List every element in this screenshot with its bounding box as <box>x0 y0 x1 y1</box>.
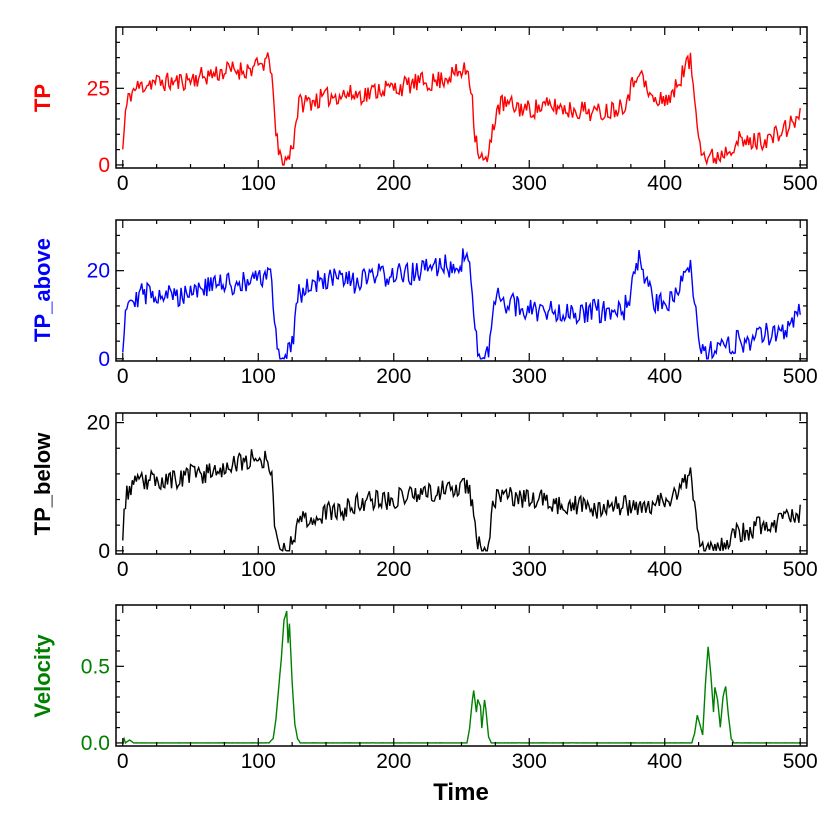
panel-velocity-ticks: 0 100 200 300 400 500 0.0 0.5 <box>81 604 818 773</box>
x-tick-label: 100 <box>241 558 276 581</box>
panel-velocity-ylabel: Velocity <box>30 634 55 718</box>
panel-tp-above-frame <box>115 219 808 362</box>
x-tick-label: 300 <box>512 750 547 773</box>
x-tick-label: 500 <box>783 558 818 581</box>
y-tick-label: 0 <box>98 154 110 177</box>
panel-tp-below-ylabel: TP_below <box>30 432 55 536</box>
x-tick-label: 400 <box>647 558 682 581</box>
y-tick-label: 20 <box>87 260 110 283</box>
x-tick-label: 100 <box>241 365 276 388</box>
y-tick-label: 25 <box>87 77 110 100</box>
panel-tp: 0 100 200 300 400 500 0 25 TP <box>30 26 818 195</box>
panel-velocity: 0 100 200 300 400 500 0.0 0.5 Velocity Time <box>30 604 818 806</box>
panel-tp-line <box>122 52 801 166</box>
panel-velocity-line <box>122 610 801 745</box>
x-tick-label: 0 <box>117 365 129 388</box>
x-tick-label: 200 <box>376 365 411 388</box>
panel-tp-above-ticks: 0 100 200 300 400 500 0 20 <box>87 220 818 388</box>
panel-tp-below-ticks: 0 100 200 300 400 500 0 20 <box>87 412 818 581</box>
panel-tp-below-line <box>122 449 801 552</box>
x-tick-label: 200 <box>376 172 411 195</box>
panel-tp-above: 0 100 200 300 400 500 0 20 TP_above <box>30 219 818 388</box>
x-tick-label: 500 <box>783 750 818 773</box>
x-tick-label: 200 <box>376 558 411 581</box>
x-tick-label: 500 <box>783 365 818 388</box>
x-tick-label: 100 <box>241 750 276 773</box>
panel-tp-ticks: 0 100 200 300 400 500 0 25 <box>87 26 818 195</box>
y-tick-label: 0 <box>98 540 110 563</box>
x-tick-label: 500 <box>783 172 818 195</box>
x-tick-label: 400 <box>647 365 682 388</box>
x-tick-label: 0 <box>117 172 129 195</box>
x-tick-label: 0 <box>117 558 129 581</box>
x-tick-label: 300 <box>512 172 547 195</box>
y-tick-label: 0.0 <box>81 732 110 755</box>
panel-tp-ylabel: TP <box>30 84 55 112</box>
y-tick-label: 0 <box>98 348 110 371</box>
y-tick-label: 0.5 <box>81 655 110 678</box>
y-tick-label: 20 <box>87 412 110 435</box>
x-tick-label: 400 <box>647 750 682 773</box>
x-tick-label: 300 <box>512 365 547 388</box>
panel-tp-frame <box>115 26 808 169</box>
x-tick-label: 100 <box>241 172 276 195</box>
panel-tp-below-frame <box>115 412 808 555</box>
x-tick-label: 300 <box>512 558 547 581</box>
x-tick-label: 200 <box>376 750 411 773</box>
x-tick-label: 400 <box>647 172 682 195</box>
panel-tp-below: 0 100 200 300 400 500 0 20 TP_below <box>30 412 818 581</box>
x-tick-label: 0 <box>117 750 129 773</box>
panel-tp-above-line <box>122 248 801 360</box>
panel-tp-above-ylabel: TP_above <box>30 238 55 342</box>
x-axis-label: Time <box>433 779 489 806</box>
